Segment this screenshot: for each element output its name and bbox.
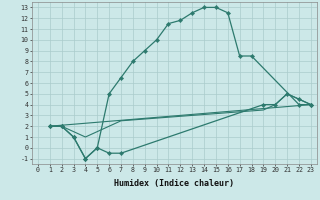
X-axis label: Humidex (Indice chaleur): Humidex (Indice chaleur) bbox=[115, 179, 234, 188]
